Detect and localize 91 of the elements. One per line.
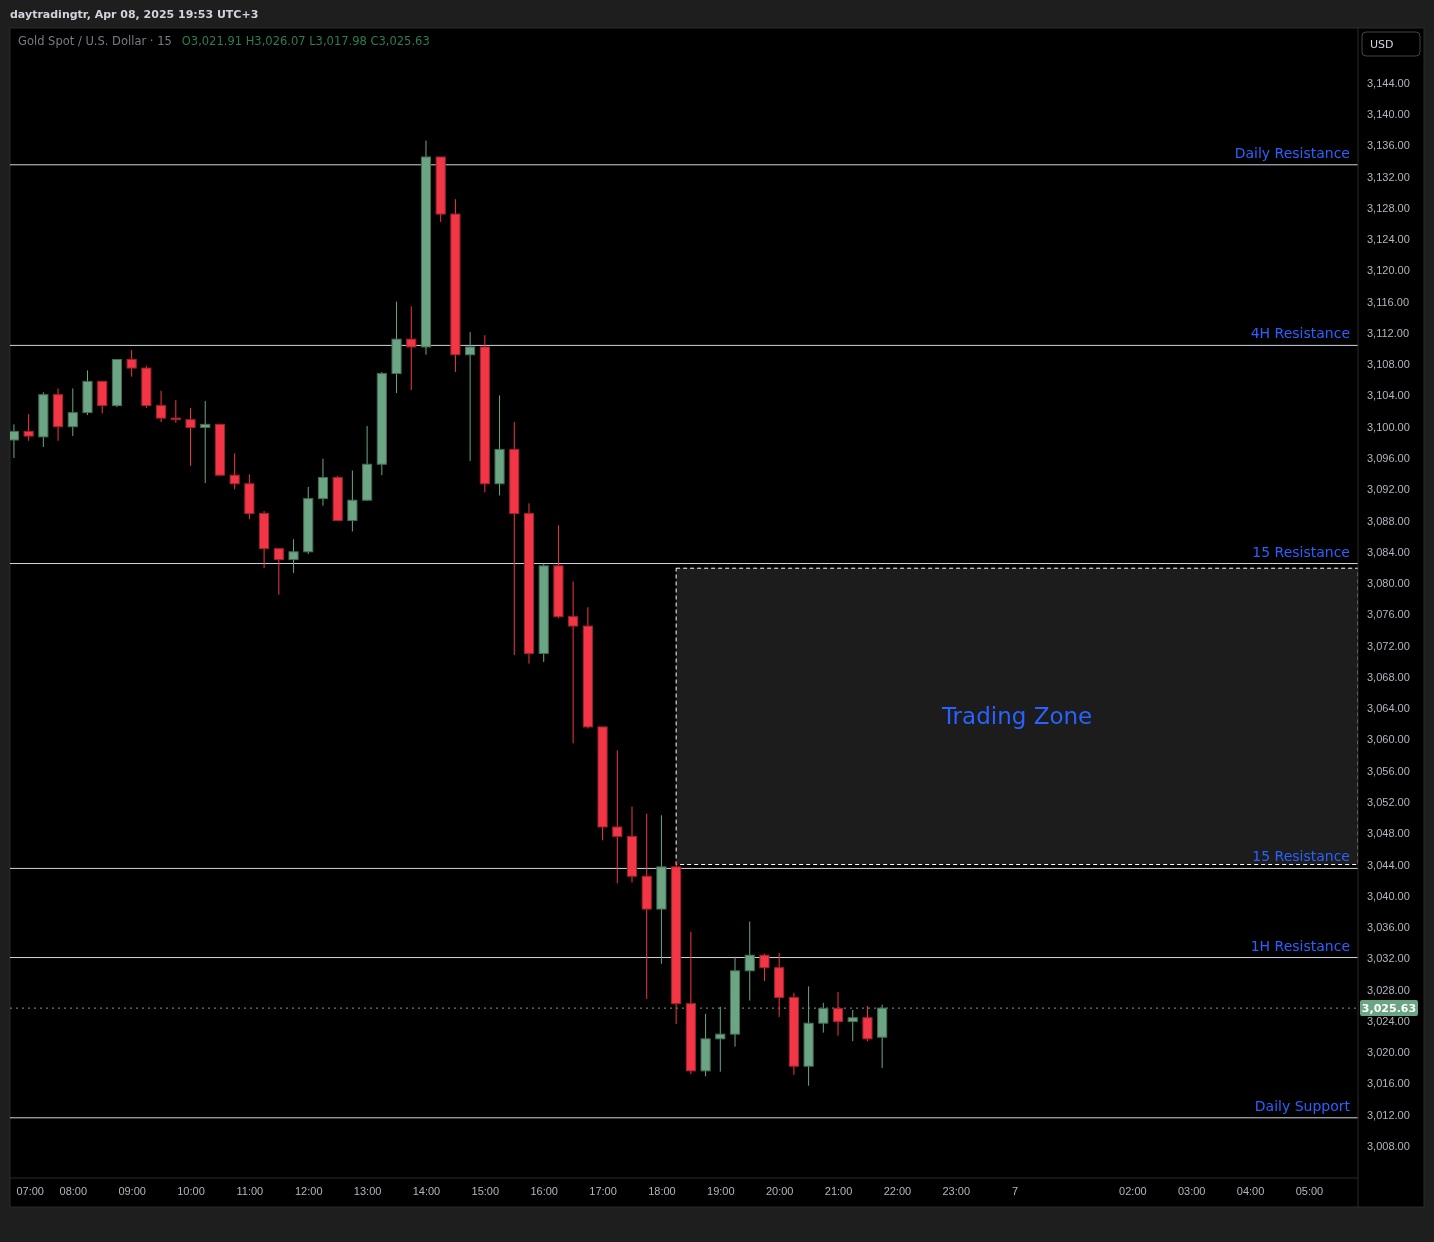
candlestick (847, 1009, 858, 1042)
y-tick-label: 3,012.00 (1367, 1108, 1410, 1121)
y-tick-label: 3,036.00 (1367, 921, 1410, 934)
x-tick-label: 14:00 (412, 1184, 441, 1197)
candlestick (170, 399, 181, 424)
x-tick-label: 16:00 (530, 1184, 558, 1197)
x-tick-label: 15:00 (471, 1184, 500, 1197)
candlestick (200, 400, 211, 484)
y-tick-label: 3,120.00 (1367, 264, 1410, 277)
x-tick-label: 13:00 (353, 1184, 382, 1197)
y-tick-label: 3,080.00 (1367, 577, 1410, 590)
y-tick-label: 3,096.00 (1367, 452, 1410, 464)
y-tick-label: 3,072.00 (1367, 639, 1410, 652)
y-tick-label: 3,136.00 (1367, 139, 1410, 152)
y-tick-label: 3,144.00 (1367, 76, 1410, 89)
x-tick-label: 04:00 (1236, 1184, 1265, 1197)
candlestick (744, 921, 755, 1002)
candlestick (126, 349, 137, 378)
x-tick-label: 11:00 (236, 1184, 264, 1197)
y-tick-label: 3,032.00 (1367, 952, 1410, 965)
text: daytradingtr, Apr 08, 2025 19:53 UTC+3 (10, 8, 259, 21)
y-tick-label: 3,048.00 (1367, 827, 1410, 840)
y-tick-label: 3,040.00 (1367, 889, 1410, 902)
candlestick (862, 1005, 873, 1042)
ref-line-label: 4H Resistance (1250, 325, 1350, 342)
x-tick-label: 02:00 (1119, 1184, 1147, 1197)
x-tick-label: 08:00 (59, 1184, 88, 1197)
text: Gold Spot / U.S. Dollar · 15 (18, 34, 172, 48)
candlestick (612, 749, 623, 884)
x-tick-label: 12:00 (294, 1184, 323, 1197)
y-tick-label: 3,008.00 (1367, 1139, 1410, 1152)
x-tick-label: 07:00 (16, 1184, 44, 1197)
ref-line-label: Daily Resistance (1234, 144, 1350, 161)
y-tick-label: 3,044.00 (1367, 858, 1410, 871)
candlestick (67, 387, 78, 437)
y-tick-label: 3,064.00 (1367, 702, 1410, 715)
x-tick-label: 23:00 (942, 1184, 971, 1197)
x-tick-label: 22:00 (883, 1184, 912, 1197)
y-tick-label: 3,016.00 (1367, 1077, 1410, 1090)
candlestick (832, 991, 844, 1037)
x-tick-label: 05:00 (1295, 1184, 1324, 1197)
candlestick (23, 413, 34, 442)
candlestick (288, 538, 299, 574)
x-tick-label: 17:00 (589, 1184, 617, 1197)
ref-line-label: 15 Resistance (1252, 848, 1350, 865)
y-tick-label: 3,124.00 (1367, 233, 1410, 246)
ref-line-label: 3,025.63 (1361, 1002, 1417, 1016)
candlestick (10, 423, 19, 459)
y-tick-label: 3,088.00 (1367, 514, 1410, 527)
y-tick-label: 3,108.00 (1367, 358, 1410, 371)
y-tick-label: 3,104.00 (1367, 389, 1410, 402)
ref-line-label: 1H Resistance (1250, 937, 1350, 954)
y-tick-label: 3,076.00 (1367, 608, 1410, 621)
candlestick (229, 452, 240, 490)
y-axis-title: USD (1370, 38, 1394, 51)
x-tick-label: 19:00 (707, 1184, 735, 1197)
ref-line-label: Daily Support (1254, 1097, 1351, 1114)
y-tick-label: 3,092.00 (1367, 483, 1410, 496)
candlestick (185, 407, 196, 467)
candlestick (273, 547, 284, 596)
candlestick (317, 458, 329, 507)
x-tick-label: 10:00 (177, 1184, 205, 1197)
candlestick (568, 581, 579, 744)
y-tick-label: 3,112.00 (1367, 326, 1410, 339)
candlestick (347, 469, 358, 532)
y-tick-label: 3,132.00 (1367, 170, 1410, 183)
x-tick-label: 03:00 (1177, 1184, 1206, 1197)
candlestick (406, 305, 417, 391)
y-tick-label: 3,020.00 (1367, 1046, 1410, 1059)
x-tick-label: 7 (1012, 1184, 1019, 1197)
x-tick-label: 21:00 (824, 1184, 853, 1197)
band-label: Trading Zone (940, 703, 1093, 730)
y-tick-label: 3,056.00 (1367, 764, 1410, 777)
candlestick (156, 390, 167, 423)
candlestick (759, 953, 770, 982)
y-tick-label: 3,084.00 (1367, 545, 1410, 558)
y-tick-label: 3,060.00 (1367, 733, 1410, 746)
y-tick-label: 3,028.00 (1367, 983, 1410, 996)
candlestick (465, 331, 476, 462)
y-tick-label: 3,068.00 (1367, 670, 1410, 683)
y-tick-label: 3,052.00 (1367, 795, 1410, 808)
x-tick-label: 09:00 (118, 1184, 146, 1197)
y-tick-label: 3,128.00 (1367, 201, 1410, 214)
y-tick-label: 3,116.00 (1367, 295, 1410, 308)
x-tick-label: 18:00 (648, 1184, 676, 1197)
ref-line-label: 15 Resistance (1252, 543, 1350, 560)
y-tick-label: 3,100.00 (1367, 420, 1410, 433)
y-tick-label: 3,140.00 (1367, 108, 1410, 121)
text: O3,021.91 H3,026.07 L3,017.98 C3,025.63 (181, 34, 430, 48)
x-tick-label: 20:00 (765, 1184, 794, 1197)
y-tick-label: 3,024.00 (1367, 1014, 1410, 1027)
